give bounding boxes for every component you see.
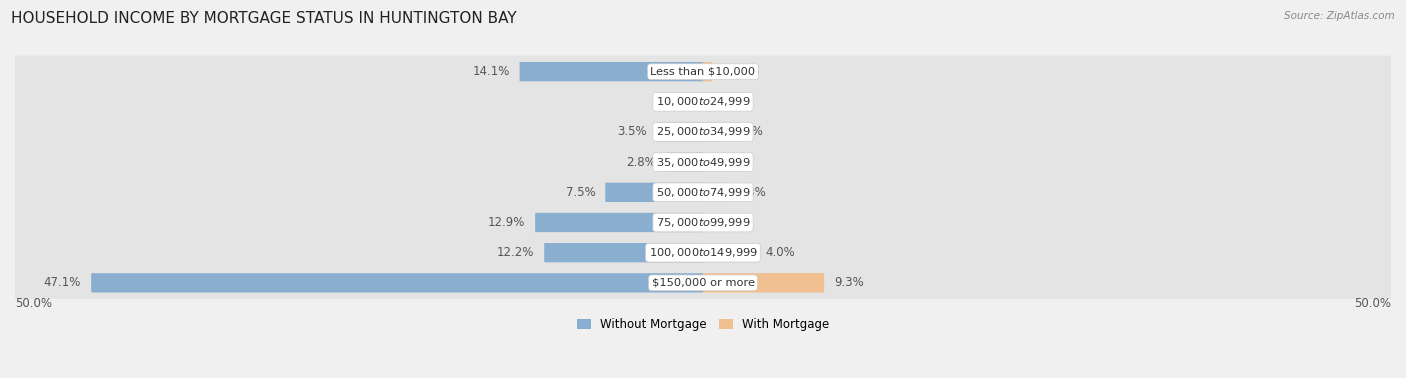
Text: Less than $10,000: Less than $10,000 [651, 67, 755, 77]
FancyBboxPatch shape [14, 146, 1392, 178]
Text: $50,000 to $74,999: $50,000 to $74,999 [655, 186, 751, 199]
Text: $25,000 to $34,999: $25,000 to $34,999 [655, 125, 751, 138]
Text: 12.9%: 12.9% [488, 216, 526, 229]
FancyBboxPatch shape [14, 56, 1392, 88]
Text: 0.67%: 0.67% [723, 65, 759, 78]
Text: 50.0%: 50.0% [1354, 297, 1391, 310]
Text: 14.1%: 14.1% [472, 65, 509, 78]
Text: 3.5%: 3.5% [617, 125, 647, 138]
Text: Source: ZipAtlas.com: Source: ZipAtlas.com [1284, 11, 1395, 21]
Text: 0.0%: 0.0% [723, 156, 752, 169]
FancyBboxPatch shape [14, 237, 1392, 269]
Text: $150,000 or more: $150,000 or more [651, 278, 755, 288]
Text: $35,000 to $49,999: $35,000 to $49,999 [655, 156, 751, 169]
Text: $100,000 to $149,999: $100,000 to $149,999 [648, 246, 758, 259]
FancyBboxPatch shape [605, 183, 703, 202]
FancyBboxPatch shape [544, 243, 703, 262]
Text: 47.1%: 47.1% [44, 276, 82, 289]
Text: 0.0%: 0.0% [723, 95, 752, 108]
FancyBboxPatch shape [91, 273, 703, 293]
Text: $10,000 to $24,999: $10,000 to $24,999 [655, 95, 751, 108]
Text: 2.8%: 2.8% [627, 156, 657, 169]
FancyBboxPatch shape [703, 273, 824, 293]
Text: HOUSEHOLD INCOME BY MORTGAGE STATUS IN HUNTINGTON BAY: HOUSEHOLD INCOME BY MORTGAGE STATUS IN H… [11, 11, 517, 26]
Text: 4.0%: 4.0% [765, 246, 794, 259]
Text: 50.0%: 50.0% [15, 297, 52, 310]
FancyBboxPatch shape [14, 267, 1392, 299]
FancyBboxPatch shape [666, 152, 703, 172]
Text: $75,000 to $99,999: $75,000 to $99,999 [655, 216, 751, 229]
Legend: Without Mortgage, With Mortgage: Without Mortgage, With Mortgage [572, 313, 834, 336]
Text: 9.3%: 9.3% [834, 276, 863, 289]
Text: 7.5%: 7.5% [565, 186, 595, 199]
FancyBboxPatch shape [657, 122, 703, 142]
Text: 1.6%: 1.6% [734, 125, 763, 138]
FancyBboxPatch shape [703, 183, 727, 202]
FancyBboxPatch shape [703, 62, 711, 81]
Text: 12.2%: 12.2% [496, 246, 534, 259]
Text: 0.0%: 0.0% [723, 216, 752, 229]
FancyBboxPatch shape [703, 243, 755, 262]
FancyBboxPatch shape [520, 62, 703, 81]
Text: 1.8%: 1.8% [737, 186, 766, 199]
Text: 0.0%: 0.0% [654, 95, 683, 108]
FancyBboxPatch shape [14, 86, 1392, 118]
FancyBboxPatch shape [703, 122, 724, 142]
FancyBboxPatch shape [14, 116, 1392, 148]
FancyBboxPatch shape [14, 177, 1392, 208]
FancyBboxPatch shape [14, 206, 1392, 239]
FancyBboxPatch shape [536, 213, 703, 232]
